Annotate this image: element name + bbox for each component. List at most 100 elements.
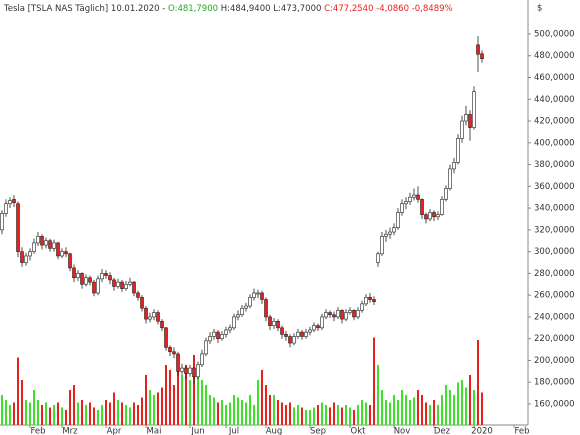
chart-title: Tesla [TSLA NAS Täglich] 10.01.2020 - [3, 4, 165, 14]
volume-bar [385, 400, 387, 425]
candle-body [380, 236, 384, 255]
candle-body [20, 251, 24, 263]
candle-body [152, 312, 156, 318]
volume-bar [201, 380, 203, 425]
close-label: C:477,2540 [324, 4, 373, 14]
y-tick-label: 260,0000 [534, 291, 575, 301]
candle-body [348, 310, 352, 313]
candle-body [148, 316, 152, 320]
candle-body [452, 162, 456, 170]
volume-bar [289, 402, 291, 425]
volume-bar [221, 400, 223, 425]
volume-bar [305, 410, 307, 425]
volume-bar [393, 395, 395, 425]
volume-bar [121, 402, 123, 425]
candle-body [300, 331, 304, 337]
volume-bar [421, 395, 423, 425]
candle-body [412, 194, 416, 198]
volume-bar [441, 395, 443, 425]
candle-body [180, 367, 184, 372]
candle-body [344, 312, 348, 320]
candle-body [104, 273, 108, 276]
candle-body [276, 320, 280, 329]
candle-body [72, 267, 76, 279]
volume-bar [101, 405, 103, 425]
x-tick-label: Mrz [62, 427, 78, 435]
candle-body [184, 367, 188, 374]
y-tick-label: 200,0000 [534, 356, 575, 366]
candle-body [460, 120, 464, 139]
volume-bar [337, 405, 339, 425]
candle-body [320, 316, 324, 329]
candle-body [124, 283, 128, 289]
candle-body [32, 242, 36, 252]
volume-bar [129, 407, 131, 425]
volume-bar [113, 392, 115, 425]
candle-body [312, 325, 316, 331]
volume-bar [445, 385, 447, 425]
volume-bar [213, 397, 215, 425]
candle-body [172, 351, 176, 355]
y-tick-label: 180,0000 [534, 378, 575, 388]
candle-body [388, 231, 392, 235]
candle-body [36, 236, 40, 244]
volume-bar [125, 405, 127, 425]
volume-bar [197, 375, 199, 425]
candle-body [212, 331, 216, 337]
volume-bar [73, 385, 75, 425]
y-tick-label: 160,0000 [534, 399, 575, 409]
volume-bar [373, 337, 375, 425]
volume-bar [469, 375, 471, 425]
candle-body [16, 203, 20, 252]
volume-bar [413, 397, 415, 425]
volume-bar [361, 400, 363, 425]
candle-body [156, 312, 160, 322]
volume-bar [49, 407, 51, 425]
volume-bar [193, 355, 195, 425]
volume-bar [281, 402, 283, 425]
volume-bar [141, 397, 143, 425]
volume-bar [409, 400, 411, 425]
candle-body [280, 327, 284, 335]
x-tick-label: Okt [351, 427, 367, 435]
volume-bar [285, 405, 287, 425]
candle-body [48, 240, 52, 249]
volume-bar [457, 382, 459, 425]
volume-bar [261, 370, 263, 425]
candle-body [304, 331, 308, 337]
volume-bar [453, 395, 455, 425]
candle-body [376, 253, 380, 263]
volume-bar [429, 405, 431, 425]
candle-body [372, 299, 376, 302]
y-tick-label: 320,0000 [534, 225, 575, 235]
volume-bar [473, 390, 475, 425]
candle-body [328, 312, 332, 316]
volume-bar [301, 407, 303, 425]
candle-body [200, 353, 204, 366]
candle-body [356, 310, 360, 318]
candle-body [464, 114, 468, 122]
candle-body [244, 305, 248, 309]
candle-body [252, 292, 256, 298]
candle-body [204, 340, 208, 355]
chart-header: Tesla [TSLA NAS Täglich] 10.01.2020 - O:… [3, 4, 453, 14]
volume-bar [357, 405, 359, 425]
candle-body [52, 242, 56, 249]
candle-body [284, 334, 288, 337]
candle-body [220, 334, 224, 339]
x-tick-label: Sep [310, 427, 326, 435]
volume-bar [53, 405, 55, 425]
volume-bar [161, 387, 163, 425]
volume-bar [45, 402, 47, 425]
y-tick-label: 460,0000 [534, 73, 575, 83]
y-tick-label: 440,0000 [534, 95, 575, 105]
volume-bar [329, 407, 331, 425]
candle-body [340, 310, 344, 320]
volume-bar [465, 387, 467, 425]
candle-body [80, 273, 84, 285]
candle-body [316, 325, 320, 329]
open-label: O:481,7900 [168, 4, 218, 14]
candle-body [472, 91, 476, 128]
candle-body [296, 331, 300, 337]
candle-body [288, 336, 292, 344]
